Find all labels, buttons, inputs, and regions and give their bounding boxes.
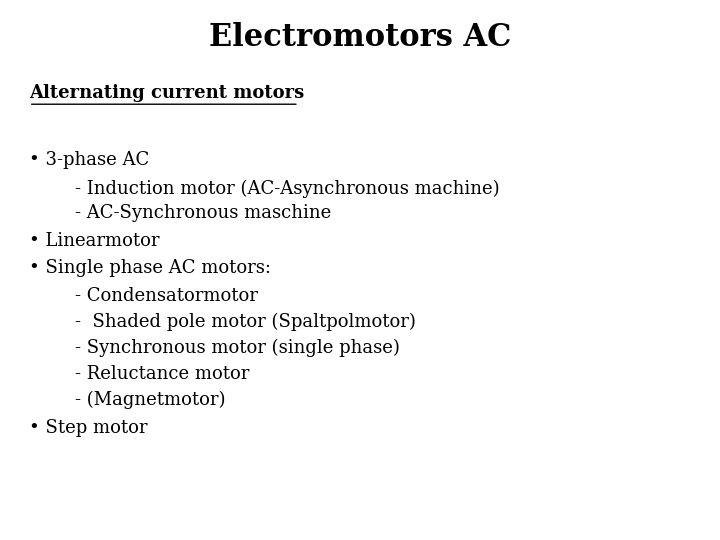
Text: • Single phase AC motors:: • Single phase AC motors: (29, 259, 271, 277)
Text: Alternating current motors: Alternating current motors (29, 84, 304, 102)
Text: • Step motor: • Step motor (29, 419, 148, 437)
Text: • 3-phase AC: • 3-phase AC (29, 151, 149, 169)
Text: - AC-Synchronous maschine: - AC-Synchronous maschine (29, 204, 331, 222)
Text: - Condensatormotor: - Condensatormotor (29, 287, 258, 305)
Text: - (Magnetmotor): - (Magnetmotor) (29, 391, 225, 409)
Text: • Linearmotor: • Linearmotor (29, 232, 159, 250)
Text: - Synchronous motor (single phase): - Synchronous motor (single phase) (29, 339, 400, 357)
Text: - Induction motor (AC-Asynchronous machine): - Induction motor (AC-Asynchronous machi… (29, 179, 500, 198)
Text: -  Shaded pole motor (Spaltpolmotor): - Shaded pole motor (Spaltpolmotor) (29, 313, 415, 332)
Text: Electromotors AC: Electromotors AC (209, 22, 511, 52)
Text: - Reluctance motor: - Reluctance motor (29, 365, 249, 383)
